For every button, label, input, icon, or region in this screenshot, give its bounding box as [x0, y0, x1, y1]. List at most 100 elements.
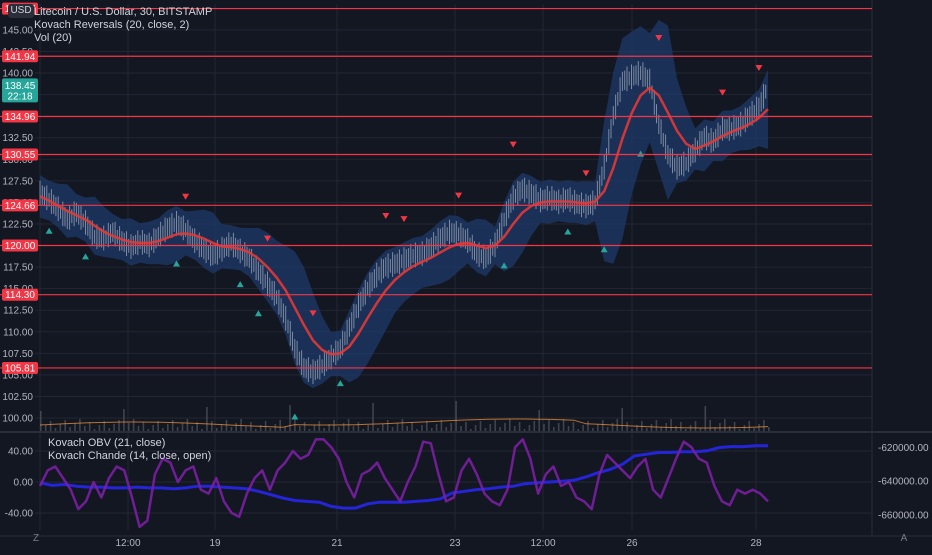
indicator-legend-volume[interactable]: Vol (20)	[34, 32, 72, 44]
volume-bar	[749, 421, 751, 431]
volume-bar	[705, 406, 707, 431]
volume-bar	[543, 424, 545, 431]
volume-bar	[485, 428, 487, 431]
volume-bar	[446, 427, 448, 431]
volume-bar	[534, 421, 536, 431]
volume-bar	[50, 421, 52, 431]
volume-bar	[470, 429, 472, 431]
volume-bar	[519, 422, 521, 431]
volume-bar	[450, 423, 452, 431]
auto-scale-button[interactable]: A	[898, 533, 910, 544]
volume-bar	[582, 425, 584, 431]
volume-bar	[133, 419, 135, 431]
volume-bar	[235, 423, 237, 431]
volume-bar	[494, 420, 496, 431]
time-axis-label: 28	[750, 538, 762, 549]
volume-bar	[734, 422, 736, 431]
volume-bar	[309, 429, 311, 431]
volume-bar	[74, 423, 76, 431]
volume-bar	[597, 424, 599, 431]
level-label: 130.55	[5, 150, 36, 161]
indicator-legend-kovach-chande[interactable]: Kovach Chande (14, close, open)	[48, 450, 211, 463]
lower-axis-label-right: -640000.00	[878, 477, 929, 488]
volume-bar	[372, 403, 374, 431]
volume-bar	[538, 410, 540, 431]
symbol-title: Litecoin / U.S. Dollar, 30, BITSTAMP	[34, 6, 212, 18]
level-label: 114.30	[5, 290, 35, 301]
volume-bar	[64, 420, 66, 431]
level-label: 105.81	[5, 363, 36, 374]
zoom-button[interactable]: Z	[30, 533, 42, 544]
volume-bar	[514, 426, 516, 431]
volume-bar	[192, 426, 194, 431]
volume-bar	[353, 426, 355, 431]
volume-bar	[206, 407, 208, 431]
lower-axis-label-right: -660000.00	[878, 510, 929, 521]
time-axis-label: 19	[209, 538, 221, 549]
volume-bar	[333, 420, 335, 431]
volume-bar	[60, 424, 62, 431]
volume-bar	[45, 425, 47, 431]
volume-bar	[431, 428, 433, 431]
indicator-legend-kovach-obv[interactable]: Kovach OBV (21, close)	[48, 437, 165, 450]
lower-axis-label-right: -620000.00	[878, 443, 929, 454]
level-label: 141.94	[5, 52, 36, 63]
volume-bar	[577, 429, 579, 431]
volume-bar	[69, 427, 71, 431]
indicator-legend-kovach-reversals[interactable]: Kovach Reversals (20, close, 2)	[34, 19, 189, 31]
volume-bar	[108, 428, 110, 431]
price-axis-label: 102.50	[2, 392, 33, 403]
volume-bar	[177, 427, 179, 431]
price-axis-label: 140.00	[2, 69, 33, 80]
lower-axis-label-left: -40.00	[5, 508, 34, 519]
volume-bar	[128, 423, 130, 431]
volume-bar	[465, 422, 467, 431]
volume-bar	[675, 426, 677, 431]
volume-bar	[402, 419, 404, 431]
time-axis-label: 21	[331, 538, 343, 549]
volume-bar	[670, 419, 672, 431]
volume-bar	[148, 429, 150, 431]
volume-bar	[700, 428, 702, 431]
price-axis-label: 112.50	[3, 306, 33, 317]
price-axis-label: 117.50	[3, 263, 33, 274]
volume-bar	[392, 427, 394, 431]
volume-bar	[763, 420, 765, 431]
volume-bar	[406, 426, 408, 431]
volume-bar	[314, 425, 316, 431]
volume-bar	[411, 422, 413, 431]
volume-bar	[187, 419, 189, 431]
price-axis-label: 145.00	[2, 25, 33, 36]
currency-badge[interactable]: USD	[8, 4, 34, 18]
volume-bar	[656, 420, 658, 431]
volume-bar	[245, 426, 247, 431]
volume-bar	[621, 408, 623, 431]
volume-bar	[455, 401, 457, 431]
volume-bar	[84, 426, 86, 431]
volume-bar	[99, 425, 101, 431]
volume-bar	[284, 427, 286, 431]
volume-bar	[573, 422, 575, 431]
volume-bar	[480, 421, 482, 431]
volume-bar	[607, 427, 609, 431]
level-label: 120.00	[5, 241, 36, 252]
volume-bar	[426, 421, 428, 431]
volume-bar	[255, 429, 257, 431]
volume-bar	[201, 429, 203, 431]
volume-bar	[343, 423, 345, 431]
volume-bar	[358, 422, 360, 431]
volume-bar	[304, 422, 306, 431]
volume-bar	[182, 423, 184, 431]
lower-axis-label-left: 40.00	[8, 447, 33, 458]
volume-bar	[299, 426, 301, 431]
volume-bar	[695, 421, 697, 431]
price-axis-label: 122.50	[2, 219, 33, 230]
volume-bar	[587, 421, 589, 431]
price-axis-label: 127.50	[2, 176, 33, 187]
volume-bar	[558, 423, 560, 431]
volume-bar	[499, 427, 501, 431]
volume-bar	[631, 429, 633, 431]
volume-bar	[55, 428, 57, 431]
